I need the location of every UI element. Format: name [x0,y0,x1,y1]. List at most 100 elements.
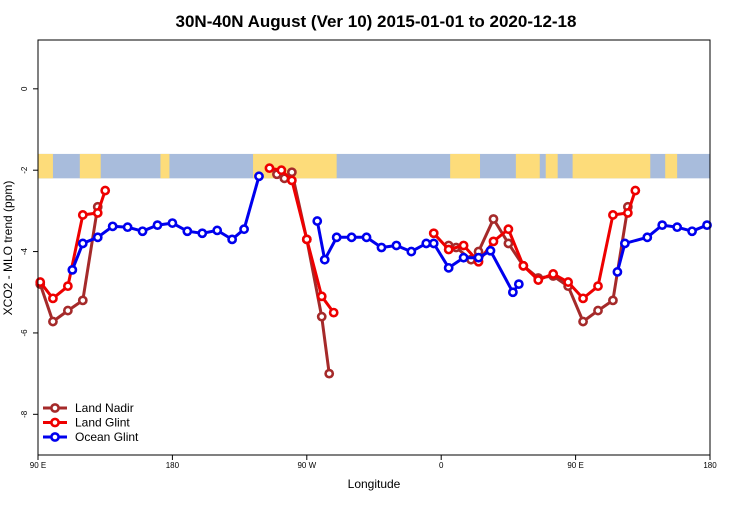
data-point [239,224,249,235]
data-point [331,232,342,243]
data-point [593,305,603,316]
data-point [376,242,387,253]
data-point [92,208,103,218]
y-tick-label: -2 [20,166,29,174]
data-point [406,246,417,257]
x-tick-label: 0 [439,461,444,470]
y-tick-label: 0 [20,86,29,91]
data-point [578,293,588,304]
map-land [572,153,651,179]
data-point [286,167,297,178]
map-land [450,153,481,179]
data-point [316,291,327,302]
data-point [212,225,223,236]
data-point [428,228,439,239]
map-land [160,153,170,179]
data-point [167,218,178,228]
data-point [642,232,653,243]
map-land [515,153,540,179]
data-point [657,220,668,231]
data-point [319,254,330,265]
data-point [264,163,275,174]
series-land-nadir [35,167,633,379]
series-line [269,166,335,314]
x-axis-label: Longitude [348,477,401,491]
data-point [548,269,559,279]
series-line [276,170,331,374]
plot-frame [37,39,711,456]
data-point [48,293,58,304]
data-point [593,281,603,292]
data-point [316,311,327,322]
data-point [346,232,357,243]
data-point [77,210,88,220]
data-point [361,232,372,243]
data-point [630,185,641,196]
data-point [227,234,238,245]
map-land [665,153,678,179]
data-point [428,238,439,249]
data-point [702,220,712,231]
data-point [122,222,133,233]
data-point [137,226,148,237]
data-point [443,244,454,255]
data-point [612,267,623,277]
series-ocean-glint [67,171,712,298]
map-land [79,153,101,179]
data-point [563,277,574,287]
map-land [545,153,558,179]
x-tick-label: 180 [166,461,180,470]
map-land [38,153,53,179]
x-axis: 90 E 180 90 W 0 90 E 180 [30,455,717,470]
x-tick-label: 180 [703,461,717,470]
data-point [62,281,73,292]
x-tick-label: 90 E [567,461,583,470]
data-point [622,208,633,218]
data-point [182,226,193,237]
data-point [67,264,78,275]
data-point [619,238,630,249]
data-point [443,262,454,273]
data-point [254,171,264,182]
y-axis: 0 -2 -4 -6 -8 [20,86,38,418]
y-tick-label: -8 [20,410,29,418]
data-point [488,236,499,247]
data-point [312,216,323,226]
y-axis-label: XCO2 - MLO trend (ppm) [1,181,15,316]
series-land-glint [35,163,641,318]
data-point [100,185,111,196]
x-tick-label: 90 E [30,461,46,470]
data-point [458,240,469,251]
data-point [77,238,88,249]
data-point [77,295,88,306]
data-point [672,222,683,233]
data-point [513,279,524,290]
data-point [458,252,469,263]
legend-label: Ocean Glint [75,430,139,444]
legend-label: Land Glint [75,416,130,430]
data-point [92,232,103,243]
data-point [473,252,484,263]
data-point [197,228,208,239]
y-tick-label: -4 [20,247,29,255]
data-point [48,316,58,327]
data-point [301,234,312,245]
y-tick-label: -6 [20,329,29,337]
legend-marker [50,417,60,428]
data-point [503,238,514,249]
data-point [608,295,618,306]
data-point [533,275,544,285]
data-point [328,307,339,318]
series-line [315,220,521,294]
data-point [518,260,529,271]
legend-item: Land Nadir [43,401,134,415]
legend-marker [50,403,60,413]
data-point [152,220,163,231]
legend-marker [50,432,60,442]
x-tick-label: 90 W [297,461,316,470]
legend-item: Ocean Glint [43,430,139,444]
data-point [608,210,618,220]
